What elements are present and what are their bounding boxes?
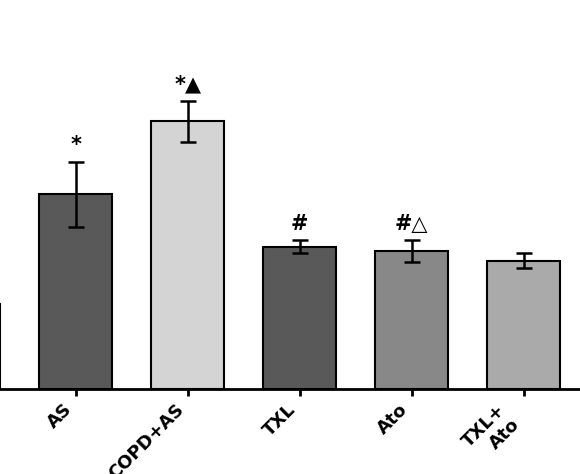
Bar xyxy=(263,247,336,389)
Text: #: # xyxy=(291,214,309,234)
Text: *: * xyxy=(70,136,81,155)
Bar xyxy=(39,194,112,389)
Bar xyxy=(151,121,224,389)
Bar xyxy=(487,261,560,389)
Bar xyxy=(375,251,448,389)
Text: #△: #△ xyxy=(395,214,428,234)
Text: *▲: *▲ xyxy=(174,75,201,95)
